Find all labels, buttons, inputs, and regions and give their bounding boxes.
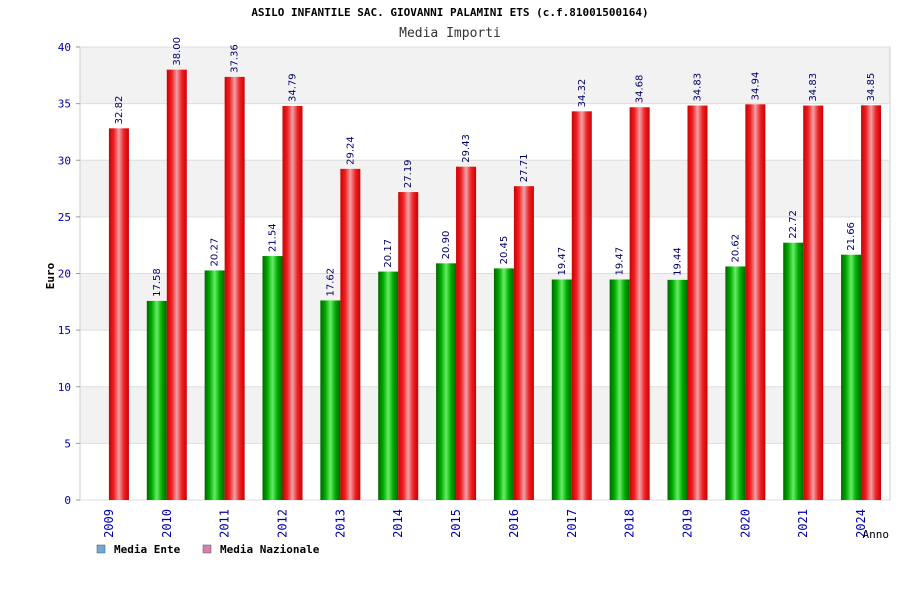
data-label-media-nazionale-2018: 34.68 [635, 75, 646, 104]
plot-band [80, 216, 890, 274]
x-tick-label-2017: 2017 [565, 509, 579, 538]
x-tick-label-2010: 2010 [160, 509, 174, 538]
data-label-media-ente-2017: 19.47 [557, 247, 568, 276]
y-tick-label: 40 [58, 41, 71, 54]
bar-media-ente-2018 [609, 279, 630, 500]
x-tick-label-2011: 2011 [218, 509, 232, 538]
data-label-media-ente-2010: 17.58 [152, 268, 163, 297]
bar-media-nazionale-2018 [629, 107, 650, 501]
data-label-media-nazionale-2013: 29.24 [345, 136, 356, 165]
data-label-media-nazionale-2020: 34.94 [750, 72, 761, 101]
chart-title: ASILO INFANTILE SAC. GIOVANNI PALAMINI E… [251, 6, 648, 19]
bar-media-ente-2011 [204, 270, 225, 500]
x-axis-label: Anno [863, 528, 890, 541]
data-label-media-nazionale-2021: 34.83 [808, 73, 819, 102]
plot-band [80, 273, 890, 331]
data-label-media-ente-2019: 19.44 [673, 247, 684, 276]
y-tick-label: 15 [58, 324, 71, 337]
y-tick-label: 10 [58, 381, 71, 394]
data-label-media-nazionale-2012: 34.79 [288, 73, 299, 102]
bar-media-ente-2016 [493, 268, 514, 500]
y-tick-label: 25 [58, 211, 71, 224]
x-tick-label-2009: 2009 [102, 509, 116, 538]
data-label-media-ente-2020: 20.62 [730, 234, 741, 263]
y-tick-label: 35 [58, 98, 71, 111]
x-tick-label-2013: 2013 [333, 509, 347, 538]
data-label-media-ente-2018: 19.47 [615, 247, 626, 276]
legend-label-media-nazionale: Media Nazionale [220, 543, 320, 556]
bar-media-ente-2020 [725, 266, 746, 500]
data-label-media-ente-2014: 20.17 [383, 239, 394, 268]
bar-media-nazionale-2021 [803, 105, 824, 501]
y-tick-label: 20 [58, 268, 71, 281]
plot-band [80, 103, 890, 161]
bar-media-nazionale-2009 [108, 128, 129, 500]
data-label-media-nazionale-2016: 27.71 [519, 154, 530, 183]
x-axis-ticks: 2009 2010 2011 2012 2013 2014 2015 2016 2017 2018… [102, 509, 868, 538]
plot-band [80, 386, 890, 444]
data-label-media-ente-2016: 20.45 [499, 236, 510, 265]
x-tick-label-2019: 2019 [681, 509, 695, 538]
data-label-media-ente-2013: 17.62 [325, 268, 336, 297]
bar-media-ente-2017 [551, 279, 572, 500]
x-tick-label-2012: 2012 [276, 509, 290, 538]
x-tick-label-2016: 2016 [507, 509, 521, 538]
bar-media-nazionale-2017 [571, 111, 592, 501]
bar-media-ente-2019 [667, 279, 688, 500]
bar-media-nazionale-2019 [687, 105, 708, 501]
bar-media-nazionale-2012 [282, 106, 303, 501]
x-tick-label-2014: 2014 [391, 509, 405, 538]
data-label-media-nazionale-2011: 37.36 [230, 44, 241, 73]
data-labels-group: 32.82 17.58 38.00 20.27 37.36 21.54 34.79 17.62… [114, 37, 877, 297]
bar-media-ente-2014 [378, 271, 399, 500]
data-label-media-nazionale-2019: 34.83 [693, 73, 704, 102]
data-label-media-ente-2024: 21.66 [846, 222, 857, 251]
bar-media-ente-2021 [783, 242, 804, 501]
bar-media-nazionale-2015 [456, 166, 477, 500]
y-axis-ticks: 0 5 10 15 20 25 30 35 40 [58, 41, 80, 507]
bars-group [108, 69, 882, 501]
plot-band [80, 443, 890, 500]
plot-band [80, 47, 890, 104]
bar-media-nazionale-2014 [398, 192, 419, 501]
x-tick-label-2020: 2020 [738, 509, 752, 538]
data-label-media-ente-2015: 20.90 [441, 231, 452, 260]
y-axis-label: Euro [44, 262, 57, 289]
bar-media-ente-2024 [841, 254, 862, 500]
bar-media-nazionale-2024 [861, 105, 882, 500]
bar-media-nazionale-2010 [166, 69, 187, 501]
y-tick-label: 30 [58, 154, 71, 167]
bar-media-nazionale-2016 [513, 186, 534, 500]
x-tick-label-2018: 2018 [623, 509, 637, 538]
data-label-media-ente-2021: 22.72 [788, 210, 799, 239]
data-label-media-nazionale-2009: 32.82 [114, 96, 125, 125]
bar-media-nazionale-2020 [745, 104, 766, 500]
legend: Media Ente Media Nazionale [96, 543, 320, 556]
data-label-media-nazionale-2024: 34.85 [866, 73, 877, 102]
data-label-media-nazionale-2015: 29.43 [461, 134, 472, 163]
plot-band [80, 160, 890, 217]
bar-media-ente-2010 [146, 300, 167, 500]
bar-media-ente-2015 [436, 263, 457, 500]
y-tick-label: 5 [64, 437, 71, 450]
y-tick-label: 0 [64, 494, 71, 507]
x-tick-label-2021: 2021 [796, 509, 810, 538]
legend-swatch-media-ente [96, 544, 106, 554]
bar-media-nazionale-2013 [340, 168, 361, 500]
data-label-media-nazionale-2017: 34.32 [577, 79, 588, 108]
legend-label-media-ente: Media Ente [114, 543, 181, 556]
data-label-media-nazionale-2010: 38.00 [172, 37, 183, 66]
bar-media-nazionale-2011 [224, 76, 245, 500]
legend-swatch-media-nazionale [202, 544, 212, 554]
data-label-media-ente-2011: 20.27 [210, 238, 221, 267]
bar-media-ente-2013 [320, 300, 341, 500]
x-tick-label-2015: 2015 [449, 509, 463, 538]
data-label-media-nazionale-2014: 27.19 [403, 159, 414, 188]
chart-subtitle: Media Importi [399, 26, 501, 41]
x-tick-label-2024: 2024 [854, 509, 868, 538]
data-label-media-ente-2012: 21.54 [268, 223, 279, 252]
plot-band [80, 330, 890, 387]
bar-media-ente-2012 [262, 256, 283, 500]
